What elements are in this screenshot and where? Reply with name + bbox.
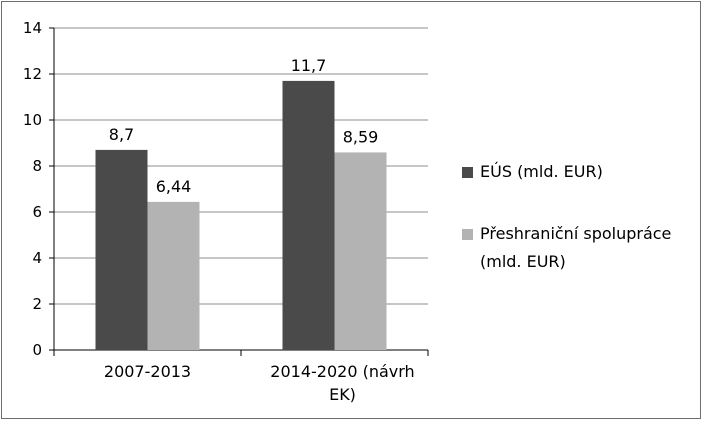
legend-label-preshranicni-line1: Přeshraniční spolupráce (480, 224, 672, 243)
bar-s1-c1 (334, 152, 387, 350)
x-category-label-1-line0: 2014-2020 (návrh (270, 362, 414, 381)
y-tick-label-4: 4 (32, 249, 42, 267)
y-tick-label-14: 14 (23, 19, 42, 37)
y-tick-label-6: 6 (32, 203, 42, 221)
y-tick-label-12: 12 (23, 65, 42, 83)
legend-label-preshranicni: Přeshraniční spolupráce (mld. EUR) (480, 220, 671, 276)
bar-s1-c0 (147, 201, 200, 350)
data-label-s0-c0: 8,7 (109, 125, 134, 144)
bar-s0-c1 (282, 80, 335, 351)
y-tick-label-0: 0 (32, 341, 42, 359)
data-label-s1-c1: 8,59 (343, 127, 379, 146)
data-label-s0-c1: 11,7 (291, 56, 327, 75)
legend-swatch-eus (462, 167, 473, 178)
y-tick-label-8: 8 (32, 157, 42, 175)
legend-label-eus: EÚS (mld. EUR) (480, 162, 603, 181)
data-label-s1-c0: 6,44 (156, 177, 192, 196)
x-category-label-1-line1: EK) (329, 385, 356, 404)
legend-swatch-preshranicni (462, 229, 473, 240)
x-category-label-0-line0: 2007-2013 (104, 362, 191, 381)
bar-s0-c0 (95, 149, 148, 350)
y-tick-label-10: 10 (23, 111, 42, 129)
legend-label-preshranicni-line2: (mld. EUR) (480, 252, 566, 271)
y-tick-label-2: 2 (32, 295, 42, 313)
